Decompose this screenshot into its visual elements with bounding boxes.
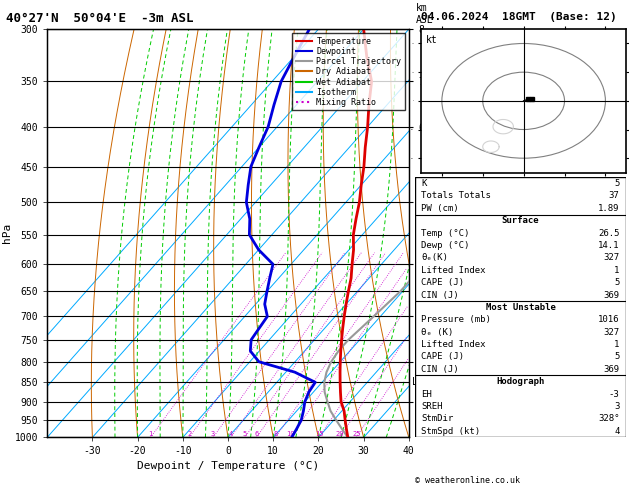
Y-axis label: Mixing Ratio (g/kg): Mixing Ratio (g/kg)	[426, 177, 437, 289]
Text: 26.5: 26.5	[598, 228, 620, 238]
Text: 15: 15	[314, 432, 323, 437]
X-axis label: Dewpoint / Temperature (°C): Dewpoint / Temperature (°C)	[137, 461, 319, 470]
Text: 3: 3	[211, 432, 215, 437]
Text: 327: 327	[603, 253, 620, 262]
Text: Totals Totals: Totals Totals	[421, 191, 491, 200]
Text: 4: 4	[614, 427, 620, 436]
Text: 328°: 328°	[598, 415, 620, 423]
Text: 5: 5	[614, 352, 620, 362]
Text: 1: 1	[614, 340, 620, 349]
Text: Lifted Index: Lifted Index	[421, 266, 486, 275]
Text: 1: 1	[148, 432, 153, 437]
Text: CAPE (J): CAPE (J)	[421, 278, 464, 287]
Text: 5: 5	[614, 179, 620, 188]
Text: CIN (J): CIN (J)	[421, 291, 459, 299]
Text: 369: 369	[603, 291, 620, 299]
Text: 8: 8	[274, 432, 277, 437]
Text: 20: 20	[335, 432, 344, 437]
Text: 37: 37	[609, 191, 620, 200]
Text: 327: 327	[603, 328, 620, 337]
Text: 3: 3	[614, 402, 620, 411]
Text: StmDir: StmDir	[421, 415, 454, 423]
Text: Temp (°C): Temp (°C)	[421, 228, 470, 238]
Text: 14.1: 14.1	[598, 241, 620, 250]
Text: StmSpd (kt): StmSpd (kt)	[421, 427, 481, 436]
Text: CAPE (J): CAPE (J)	[421, 352, 464, 362]
Text: 1.89: 1.89	[598, 204, 620, 213]
Text: EH: EH	[421, 390, 432, 399]
Text: km
ASL: km ASL	[416, 3, 434, 25]
Text: K: K	[421, 179, 427, 188]
Text: 1016: 1016	[598, 315, 620, 324]
Text: 4: 4	[229, 432, 233, 437]
Text: 04.06.2024  18GMT  (Base: 12): 04.06.2024 18GMT (Base: 12)	[421, 12, 617, 22]
Text: 369: 369	[603, 365, 620, 374]
Text: 6: 6	[255, 432, 259, 437]
Text: Hodograph: Hodograph	[496, 377, 545, 386]
Text: θₑ (K): θₑ (K)	[421, 328, 454, 337]
Text: Surface: Surface	[502, 216, 539, 225]
Text: kt: kt	[425, 35, 437, 45]
Text: -3: -3	[609, 390, 620, 399]
Text: Most Unstable: Most Unstable	[486, 303, 555, 312]
Text: θₑ(K): θₑ(K)	[421, 253, 448, 262]
Text: 5: 5	[243, 432, 247, 437]
Text: 5: 5	[614, 278, 620, 287]
Text: 1: 1	[614, 266, 620, 275]
Text: PW (cm): PW (cm)	[421, 204, 459, 213]
Text: 25: 25	[352, 432, 360, 437]
Text: Pressure (mb): Pressure (mb)	[421, 315, 491, 324]
Text: 40°27'N  50°04'E  -3m ASL: 40°27'N 50°04'E -3m ASL	[6, 12, 194, 25]
Y-axis label: hPa: hPa	[2, 223, 12, 243]
Legend: Temperature, Dewpoint, Parcel Trajectory, Dry Adiabat, Wet Adiabat, Isotherm, Mi: Temperature, Dewpoint, Parcel Trajectory…	[292, 34, 404, 110]
Text: CIN (J): CIN (J)	[421, 365, 459, 374]
Text: 2: 2	[187, 432, 191, 437]
Text: Dewp (°C): Dewp (°C)	[421, 241, 470, 250]
Text: SREH: SREH	[421, 402, 443, 411]
Text: LCL: LCL	[413, 377, 430, 387]
Text: © weatheronline.co.uk: © weatheronline.co.uk	[415, 476, 520, 485]
Text: Lifted Index: Lifted Index	[421, 340, 486, 349]
Text: 10: 10	[286, 432, 295, 437]
